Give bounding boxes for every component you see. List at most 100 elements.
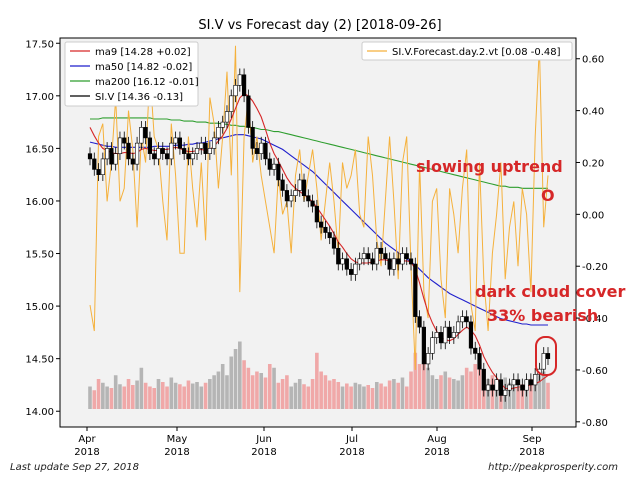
volume-bar xyxy=(242,360,246,409)
candle-body xyxy=(147,137,153,154)
volume-bar xyxy=(118,384,122,409)
volume-bar xyxy=(430,375,435,409)
volume-bar xyxy=(272,367,276,409)
legend-ma50: ma50 [14.82 -0.02] xyxy=(95,62,192,73)
volume-bar xyxy=(494,386,499,409)
candle-body xyxy=(306,195,311,202)
volume-bar xyxy=(537,375,542,409)
candle-body xyxy=(456,321,461,333)
legend-forecast: SI.V.Forecast.day.2.vt [0.08 -0.48] xyxy=(392,47,561,58)
candle-body xyxy=(378,247,384,254)
candle-body xyxy=(100,158,105,175)
volume-bar xyxy=(225,375,229,409)
candle-body xyxy=(447,326,452,338)
candle-body xyxy=(156,148,161,160)
volume-bar xyxy=(370,388,375,409)
candle-body xyxy=(323,226,328,233)
volume-bar xyxy=(285,375,289,409)
volume-bar xyxy=(340,386,345,409)
candle-body xyxy=(122,137,127,144)
volume-layer xyxy=(88,341,550,409)
x-tick-label: Jul xyxy=(345,434,358,445)
x-tick-label: 2018 xyxy=(74,447,99,458)
volume-bar xyxy=(229,356,234,409)
candle-body xyxy=(387,258,392,270)
volume-bar xyxy=(323,375,328,409)
candle-body xyxy=(485,384,491,391)
annotation-circle-marker: O xyxy=(541,186,555,205)
candle-body xyxy=(400,253,405,265)
forecast-layer xyxy=(89,45,549,370)
volume-bar xyxy=(460,375,465,409)
volume-bar xyxy=(152,388,157,409)
y-right-tick-label: 0.60 xyxy=(582,55,604,66)
candle-body xyxy=(396,258,401,265)
volume-bar xyxy=(520,384,525,409)
annotation-dark-cloud-cover: dark cloud cover xyxy=(475,282,625,301)
candle-layer xyxy=(87,68,551,402)
candle-body xyxy=(443,326,448,344)
volume-bar xyxy=(165,386,169,409)
candle-body xyxy=(220,121,225,128)
candle-body xyxy=(451,332,456,338)
volume-bar xyxy=(529,379,533,409)
candle-body xyxy=(481,368,486,391)
candle-body xyxy=(263,142,268,160)
volume-bar xyxy=(409,371,413,409)
y-left-tick-label: 15.00 xyxy=(25,302,54,313)
axes-layer: 14.00 14.50 15.00 15.50 16.00 16.50 17.00 17.50… xyxy=(25,39,608,458)
volume-bar xyxy=(105,386,109,409)
forecast-line xyxy=(89,45,549,370)
volume-bar xyxy=(143,382,148,409)
candle-body xyxy=(314,205,319,223)
volume-bar xyxy=(122,386,127,409)
volume-bar xyxy=(178,384,182,409)
volume-bar xyxy=(417,364,422,409)
y-left-tick-label: 17.50 xyxy=(25,39,54,50)
candle-body xyxy=(134,142,140,165)
volume-bar xyxy=(250,375,255,409)
candle-body xyxy=(301,179,307,197)
candle-body xyxy=(139,127,144,144)
candle-body xyxy=(460,316,465,323)
candle-body xyxy=(160,148,165,154)
volume-bar xyxy=(156,379,161,409)
legend-right: SI.V.Forecast.day.2.vt [0.08 -0.48] xyxy=(361,41,573,61)
y-right-tick-label: -0.40 xyxy=(582,314,608,325)
volume-bar xyxy=(413,352,418,409)
volume-bar xyxy=(96,379,101,409)
candle-body xyxy=(404,253,409,260)
volume-bar xyxy=(233,349,238,409)
candle-body xyxy=(503,389,508,396)
candle-body xyxy=(293,190,298,197)
candle-body xyxy=(417,316,422,328)
y-right-tick-label: 0.40 xyxy=(582,107,604,118)
candle-body xyxy=(216,127,221,139)
candle-body xyxy=(515,379,521,386)
candle-body xyxy=(545,353,551,359)
volume-bar xyxy=(319,371,323,409)
y-left-tick-label: 15.50 xyxy=(25,250,54,261)
volume-bar xyxy=(332,379,336,409)
candle-body xyxy=(344,258,349,270)
volume-bar xyxy=(345,383,349,409)
candle-body xyxy=(190,153,195,160)
volume-bar xyxy=(190,383,195,409)
y-right-tick-label: -0.80 xyxy=(582,418,608,429)
volume-bar xyxy=(422,356,426,409)
candle-body xyxy=(207,148,212,154)
candle-body xyxy=(289,195,294,202)
volume-bar xyxy=(362,386,366,409)
candle-body xyxy=(421,326,426,365)
candle-body xyxy=(241,74,247,97)
candle-body xyxy=(507,384,512,391)
legend-ma9: ma9 [14.28 +0.02] xyxy=(95,47,191,58)
x-tick-label: 2018 xyxy=(339,447,364,458)
candle-body xyxy=(109,148,114,165)
volume-bar xyxy=(357,384,362,409)
volume-bar xyxy=(280,379,285,409)
candle-body xyxy=(173,137,178,144)
volume-bar xyxy=(302,384,306,409)
volume-bar xyxy=(434,379,439,409)
volume-bar xyxy=(327,380,332,409)
